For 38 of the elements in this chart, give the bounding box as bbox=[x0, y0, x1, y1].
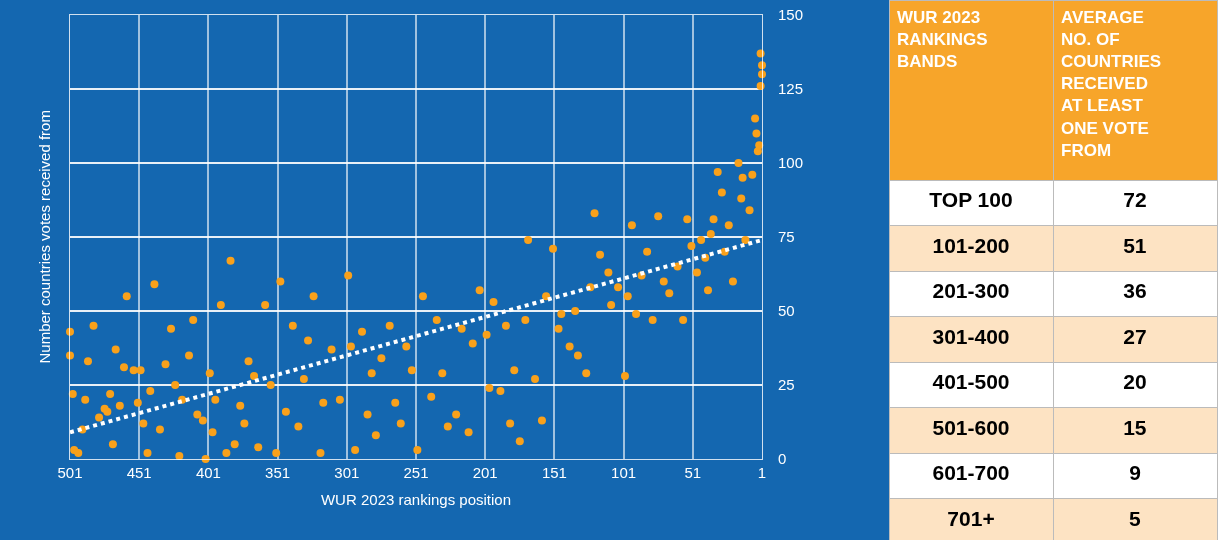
data-label: 9 bbox=[1129, 461, 1141, 484]
x-tick-label: 451 bbox=[126, 464, 152, 481]
x-tick-label: 51 bbox=[684, 464, 702, 481]
y-tick-label: 75 bbox=[778, 228, 795, 246]
x-tick-label: 251 bbox=[403, 464, 429, 481]
x-tick-label: 501 bbox=[57, 464, 83, 481]
y-tick-label: 125 bbox=[778, 80, 804, 98]
data-label: 51 bbox=[1123, 233, 1147, 257]
category-label: 701+ bbox=[947, 506, 995, 530]
category-label: 601-700 bbox=[932, 461, 1010, 484]
x-tick-label: 351 bbox=[265, 464, 291, 481]
x-tick-label: 201 bbox=[472, 464, 498, 481]
y-tick-label: 0 bbox=[778, 450, 787, 468]
x-tick-label: 101 bbox=[611, 464, 637, 481]
x-tick-label: 301 bbox=[334, 464, 360, 481]
x-tick-label: 1 bbox=[757, 464, 767, 481]
data-label: 15 bbox=[1123, 415, 1147, 439]
category-label: 301-400 bbox=[932, 324, 1010, 348]
y-tick-label: 50 bbox=[778, 302, 795, 320]
category-label: TOP 100 bbox=[929, 188, 1013, 211]
category-label: 501-600 bbox=[932, 415, 1010, 439]
category-label: 101-200 bbox=[932, 233, 1010, 257]
data-label: 72 bbox=[1123, 188, 1147, 211]
category-label: 401-500 bbox=[932, 370, 1010, 393]
category-label: 201-300 bbox=[932, 279, 1010, 302]
data-label: 36 bbox=[1123, 279, 1147, 302]
x-tick-label: 401 bbox=[195, 464, 221, 481]
data-label: 20 bbox=[1123, 370, 1147, 393]
text: AVERAGE NO. OF COUNTRIES RECEIVED AT LEAST ONE VOTE FROM bbox=[1061, 8, 1162, 160]
x-tick-label: 151 bbox=[541, 464, 567, 481]
data-label: 27 bbox=[1123, 324, 1147, 348]
y-tick-label: 150 bbox=[778, 6, 804, 24]
y-axis-title: Number countries votes received from bbox=[35, 110, 53, 364]
y-tick-label: 25 bbox=[778, 376, 795, 394]
y-tick-label: 100 bbox=[778, 154, 804, 172]
data-label: 5 bbox=[1129, 506, 1141, 530]
text: WUR 2023 RANKINGS BANDS bbox=[897, 8, 988, 72]
x-axis-title: WUR 2023 rankings position bbox=[320, 491, 512, 508]
